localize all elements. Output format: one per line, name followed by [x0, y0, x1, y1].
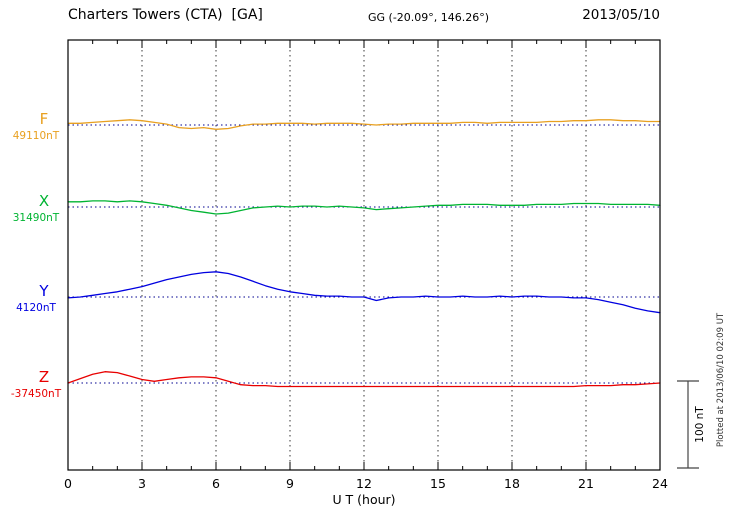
x-tick-label: 12	[356, 476, 372, 491]
component-label-z: Z	[39, 368, 49, 386]
x-tick-label: 6	[212, 476, 220, 491]
x-axis-label: U T (hour)	[332, 492, 395, 507]
x-tick-label: 21	[578, 476, 594, 491]
station-coordinates: GG (-20.09°, 146.26°)	[368, 11, 490, 24]
baseline-value-z: -37450nT	[11, 388, 62, 400]
component-label-y: Y	[38, 282, 49, 300]
trace-y	[67, 271, 661, 314]
scale-bar-label: 100 nT	[694, 406, 706, 443]
x-tick-label: 9	[286, 476, 294, 491]
component-label-f: F	[40, 110, 49, 128]
baseline-value-y: 4120nT	[16, 302, 56, 314]
trace-f	[67, 119, 661, 130]
x-tick-label: 3	[138, 476, 146, 491]
component-label-x: X	[39, 192, 49, 210]
plotted-at-note: Plotted at 2013/06/10 02:09 UT	[716, 312, 726, 447]
station-title: Charters Towers (CTA) [GA]	[68, 7, 263, 23]
x-tick-label: 15	[430, 476, 446, 491]
plot-date: 2013/05/10	[582, 7, 660, 23]
baseline-value-f: 49110nT	[13, 130, 60, 142]
trace-z	[67, 371, 661, 388]
x-tick-label: 0	[64, 476, 72, 491]
x-tick-label: 18	[504, 476, 520, 491]
x-tick-label: 24	[652, 476, 668, 491]
baseline-value-x: 31490nT	[13, 212, 60, 224]
trace-x	[67, 200, 661, 215]
